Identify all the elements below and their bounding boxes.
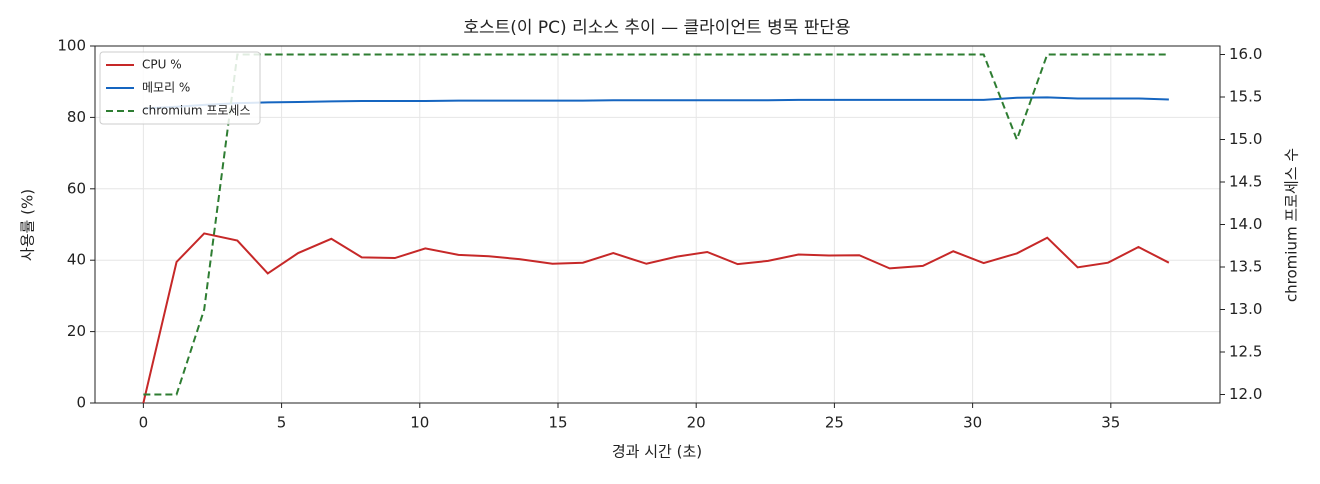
x-tick-label: 20	[687, 414, 706, 432]
y2-tick-label: 13.0	[1229, 300, 1262, 318]
x-tick-label: 10	[410, 414, 429, 432]
y2-tick-label: 15.5	[1229, 88, 1262, 106]
y2-tick-label: 14.0	[1229, 215, 1262, 233]
y2-tick-label: 15.0	[1229, 130, 1262, 148]
x-tick-label: 0	[139, 414, 149, 432]
y-tick-label: 40	[67, 251, 86, 269]
series-line	[143, 53, 1169, 396]
legend-box	[99, 51, 261, 125]
y2-tick-label: 12.5	[1229, 343, 1262, 361]
series-line	[143, 96, 1169, 110]
y2-tick-label: 12.0	[1229, 385, 1262, 403]
y-tick-label: 80	[67, 108, 86, 126]
y2-tick-label: 14.5	[1229, 173, 1262, 191]
legend-label: chromium 프로세스	[142, 104, 251, 118]
x-tick-label: 5	[277, 414, 287, 432]
x-tick-label: 30	[963, 414, 982, 432]
x-tick-label: 15	[548, 414, 567, 432]
y-axis-label: 사용률 (%)	[19, 189, 37, 261]
x-tick-label: 25	[825, 414, 844, 432]
legend-label: CPU %	[142, 58, 182, 72]
plot-frame	[94, 45, 1221, 404]
y2-tick-label: 13.5	[1229, 258, 1262, 276]
y-tick-label: 100	[57, 37, 86, 55]
chart-title: 호스트(이 PC) 리소스 추이 — 클라이언트 병목 판단용	[463, 18, 850, 38]
legend-label: 메모리 %	[142, 81, 190, 95]
y-tick-label: 60	[67, 179, 86, 197]
x-axis-label: 경과 시간 (초)	[612, 443, 702, 461]
y-tick-label: 0	[76, 394, 86, 412]
y2-axis-label: chromium 프로세스 수	[1283, 148, 1301, 302]
series-line	[142, 232, 1170, 404]
x-tick-label: 35	[1101, 414, 1120, 432]
y2-tick-label: 16.0	[1229, 45, 1262, 63]
y-tick-label: 20	[67, 322, 86, 340]
